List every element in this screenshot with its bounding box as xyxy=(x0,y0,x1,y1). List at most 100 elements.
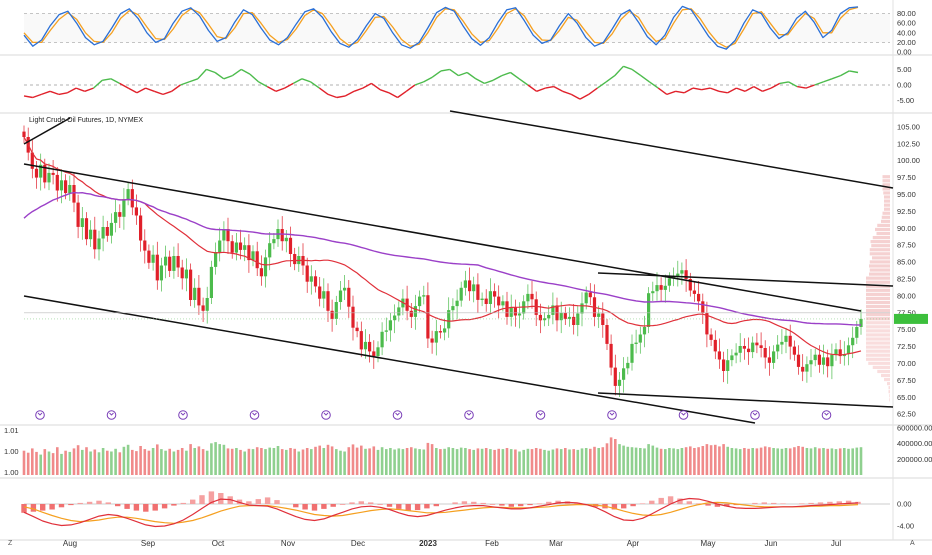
corner-left-label[interactable]: Z xyxy=(8,540,13,547)
candle-body xyxy=(730,355,734,361)
volume-profile-bar xyxy=(877,223,890,228)
candle-body xyxy=(647,293,651,327)
momentum-segment xyxy=(675,90,685,94)
volume-profile-bar xyxy=(883,191,890,195)
momentum-segment xyxy=(67,87,77,94)
candle-body xyxy=(155,254,159,281)
volume-bar xyxy=(664,449,667,475)
volume-profile-bar xyxy=(881,215,890,219)
volume-bar xyxy=(580,448,584,475)
momentum-segment xyxy=(362,82,372,89)
macd-histogram-bar xyxy=(630,504,636,507)
candle-body xyxy=(784,335,788,342)
volume-bar xyxy=(280,449,284,475)
candle-body xyxy=(105,227,109,236)
volume-bar xyxy=(834,449,838,475)
momentum-segment xyxy=(744,85,755,92)
momentum-segment xyxy=(727,87,737,94)
momentum-segment xyxy=(492,74,503,81)
candle-body xyxy=(172,256,176,271)
volume-bar xyxy=(826,448,829,475)
volume-profile-bar xyxy=(866,288,890,292)
candle-body xyxy=(588,292,592,298)
volume-bar xyxy=(443,448,446,475)
momentum-segment xyxy=(75,87,86,92)
candle-body xyxy=(788,335,792,347)
price-tick-label: 92.50 xyxy=(897,207,916,216)
candle-body xyxy=(355,327,359,332)
momentum-tick-label: -5.00 xyxy=(897,96,914,105)
candle-body xyxy=(767,357,771,363)
momentum-segment xyxy=(84,87,94,92)
volume-bar xyxy=(555,448,559,475)
candle-body xyxy=(547,314,551,319)
volume-bar xyxy=(593,446,596,475)
volume-bar xyxy=(247,448,251,475)
candle-body xyxy=(68,185,72,194)
candle-body xyxy=(663,285,667,290)
volume-bar xyxy=(501,449,505,475)
macd-histogram-bar xyxy=(414,504,421,511)
volume-bar xyxy=(293,448,296,475)
price-panel: 105.00 102.50 100.00 97.50 95.00 92.50 90.00 87… xyxy=(22,110,928,424)
candle-body xyxy=(114,212,118,223)
volume-bar xyxy=(318,445,321,475)
volume-bar xyxy=(484,448,488,475)
candle-body xyxy=(505,301,509,317)
candle-body xyxy=(330,310,334,319)
candle-body xyxy=(101,227,105,239)
momentum-segment xyxy=(770,82,781,89)
volume-profile-bar xyxy=(888,390,890,394)
momentum-segment xyxy=(162,90,172,96)
candle-body xyxy=(751,342,755,353)
corner-right-label[interactable]: A xyxy=(910,540,915,547)
candle-body xyxy=(372,351,376,357)
momentum-segment xyxy=(23,95,33,99)
volume-bar xyxy=(218,444,221,475)
volume-bar xyxy=(755,448,759,475)
volume-profile-bar xyxy=(872,256,890,260)
volume-bar xyxy=(285,449,288,475)
volume-bar xyxy=(330,446,334,475)
momentum-segment xyxy=(449,68,459,77)
momentum-tick-label: 0.00 xyxy=(897,81,912,90)
volume-bar xyxy=(734,448,738,475)
macd-histogram-bar xyxy=(667,496,674,504)
volume-bar xyxy=(260,448,263,475)
volume-bar xyxy=(131,449,134,475)
volume-bar xyxy=(847,448,850,475)
macd-histogram-bar xyxy=(133,504,140,511)
volume-bar xyxy=(822,448,825,475)
macd-tick-label: -4.00 xyxy=(897,522,914,531)
volume-bar xyxy=(801,446,804,475)
volume-bar xyxy=(793,447,796,475)
candle-body xyxy=(855,327,859,338)
volume-bar xyxy=(172,451,176,475)
volume-bar xyxy=(410,447,413,475)
volume-bar xyxy=(122,446,126,475)
volume-bar xyxy=(772,448,775,475)
volume-bar xyxy=(551,449,555,475)
candle-body xyxy=(517,313,522,316)
momentum-segment xyxy=(805,84,815,89)
candle-body xyxy=(334,302,338,319)
macd-histogram-bar xyxy=(799,503,805,504)
volume-tick-label: 200000.00 xyxy=(897,455,932,464)
volume-bar xyxy=(297,451,301,475)
momentum-segment xyxy=(545,85,555,89)
candle-body xyxy=(597,313,601,317)
macd-histogram-bar xyxy=(536,503,543,504)
sma-short-line xyxy=(23,136,862,356)
candle-body xyxy=(580,303,584,314)
candle-body xyxy=(617,379,622,386)
macd-histogram-bar xyxy=(386,504,393,507)
volume-profile-bar xyxy=(889,398,890,402)
momentum-segment xyxy=(814,81,824,86)
momentum-segment xyxy=(119,82,129,89)
candle-body xyxy=(796,354,801,367)
month-label: Oct xyxy=(212,539,225,548)
momentum-segment xyxy=(379,89,390,94)
candle-body xyxy=(838,349,842,357)
candle-body xyxy=(642,327,647,335)
